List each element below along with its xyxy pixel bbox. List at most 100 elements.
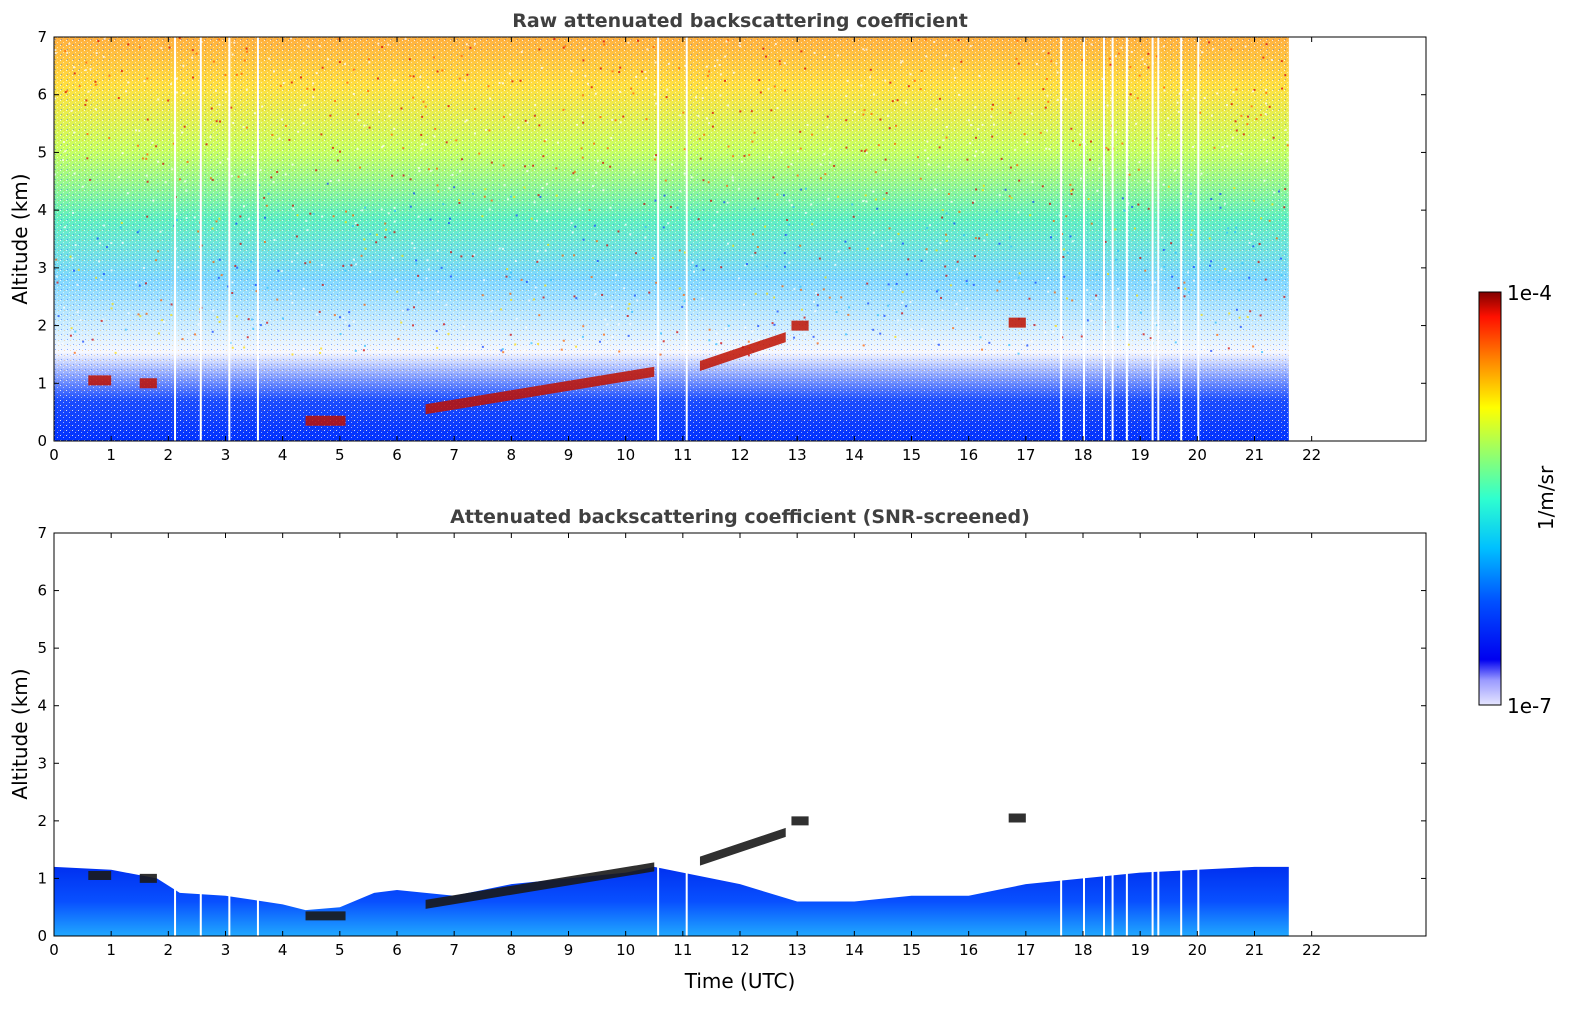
data-gap <box>228 37 231 441</box>
noise-pixel <box>1257 261 1260 264</box>
noise-pixel <box>1162 45 1165 48</box>
noise-pixel <box>1265 160 1268 163</box>
noise-pixel <box>1026 344 1029 347</box>
noise-pixel <box>582 59 585 62</box>
noise-pixel <box>988 341 991 344</box>
noise-pixel <box>633 294 636 297</box>
noise-pixel <box>458 77 461 80</box>
noise-pixel <box>526 170 529 173</box>
noise-pixel <box>1138 74 1141 77</box>
noise-pixel <box>434 127 437 130</box>
noise-pixel <box>848 247 851 250</box>
noise-pixel <box>804 211 807 214</box>
noise-pixel <box>609 206 612 209</box>
noise-pixel <box>870 112 873 115</box>
noise-pixel <box>935 249 938 252</box>
noise-pixel <box>1030 112 1033 115</box>
noise-pixel <box>814 310 817 313</box>
noise-pixel <box>555 167 558 170</box>
noise-pixel <box>484 188 487 191</box>
noise-pixel <box>632 92 635 95</box>
noise-pixel <box>263 196 266 199</box>
noise-pixel <box>134 281 137 284</box>
y-tick-label: 5 <box>37 639 47 657</box>
noise-pixel <box>369 270 372 273</box>
noise-pixel <box>957 39 960 42</box>
noise-pixel <box>596 159 599 162</box>
noise-pixel <box>297 130 300 133</box>
noise-pixel <box>537 259 540 262</box>
noise-pixel <box>242 205 245 208</box>
noise-pixel <box>1147 180 1150 183</box>
noise-pixel <box>110 269 113 272</box>
noise-pixel <box>1069 183 1072 186</box>
noise-pixel <box>442 203 445 206</box>
noise-pixel <box>582 238 585 241</box>
noise-pixel <box>355 263 358 266</box>
noise-pixel <box>826 115 829 118</box>
noise-pixel <box>66 89 69 92</box>
noise-pixel <box>378 110 381 113</box>
noise-pixel <box>747 340 750 343</box>
noise-pixel <box>974 154 977 157</box>
noise-pixel <box>602 189 605 192</box>
x-tick-label: 14 <box>845 446 864 464</box>
noise-pixel <box>1186 271 1189 274</box>
noise-pixel <box>1139 311 1142 314</box>
noise-pixel <box>845 119 848 122</box>
noise-pixel <box>509 195 512 198</box>
noise-pixel <box>699 157 702 160</box>
noise-pixel <box>1129 65 1132 68</box>
noise-pixel <box>1068 205 1071 208</box>
noise-pixel <box>224 74 227 77</box>
noise-pixel <box>1203 346 1206 349</box>
noise-pixel <box>218 258 221 261</box>
noise-pixel <box>375 241 378 244</box>
noise-pixel <box>913 79 916 82</box>
noise-pixel <box>958 289 961 292</box>
noise-pixel <box>727 104 730 107</box>
noise-pixel <box>471 192 474 195</box>
noise-pixel <box>1053 291 1056 294</box>
noise-pixel <box>1090 43 1093 46</box>
noise-pixel <box>84 103 87 106</box>
noise-pixel <box>1235 129 1238 132</box>
noise-pixel <box>1160 268 1163 271</box>
noise-pixel <box>390 133 393 136</box>
noise-pixel <box>1161 236 1164 239</box>
noise-pixel <box>556 141 559 144</box>
noise-pixel <box>1233 186 1236 189</box>
noise-pixel <box>145 174 148 177</box>
noise-pixel <box>393 79 396 82</box>
x-tick-label: 4 <box>278 446 288 464</box>
noise-pixel <box>895 282 898 285</box>
noise-pixel <box>939 242 942 245</box>
noise-pixel <box>288 138 291 141</box>
raw-backscatter-panel: Raw attenuated backscattering coefficien… <box>8 10 1427 464</box>
noise-pixel <box>426 259 429 262</box>
noise-pixel <box>804 187 807 190</box>
data-gap <box>685 861 688 936</box>
noise-pixel <box>217 276 220 279</box>
noise-pixel <box>670 163 673 166</box>
noise-pixel <box>118 176 121 179</box>
noise-pixel <box>420 147 423 150</box>
noise-pixel <box>681 346 684 349</box>
noise-pixel <box>483 279 486 282</box>
noise-pixel <box>73 172 76 175</box>
noise-pixel <box>182 92 185 95</box>
noise-pixel <box>501 82 504 85</box>
noise-pixel <box>947 165 950 168</box>
noise-pixel <box>267 192 270 195</box>
noise-pixel <box>618 350 621 353</box>
noise-pixel <box>1183 281 1186 284</box>
noise-pixel <box>708 122 711 125</box>
noise-pixel <box>1209 264 1212 267</box>
data-gap <box>657 37 660 441</box>
noise-pixel <box>811 133 814 136</box>
noise-pixel <box>659 353 662 356</box>
noise-pixel <box>907 258 910 261</box>
noise-pixel <box>1275 237 1278 240</box>
noise-pixel <box>1070 193 1073 196</box>
noise-pixel <box>541 187 544 190</box>
